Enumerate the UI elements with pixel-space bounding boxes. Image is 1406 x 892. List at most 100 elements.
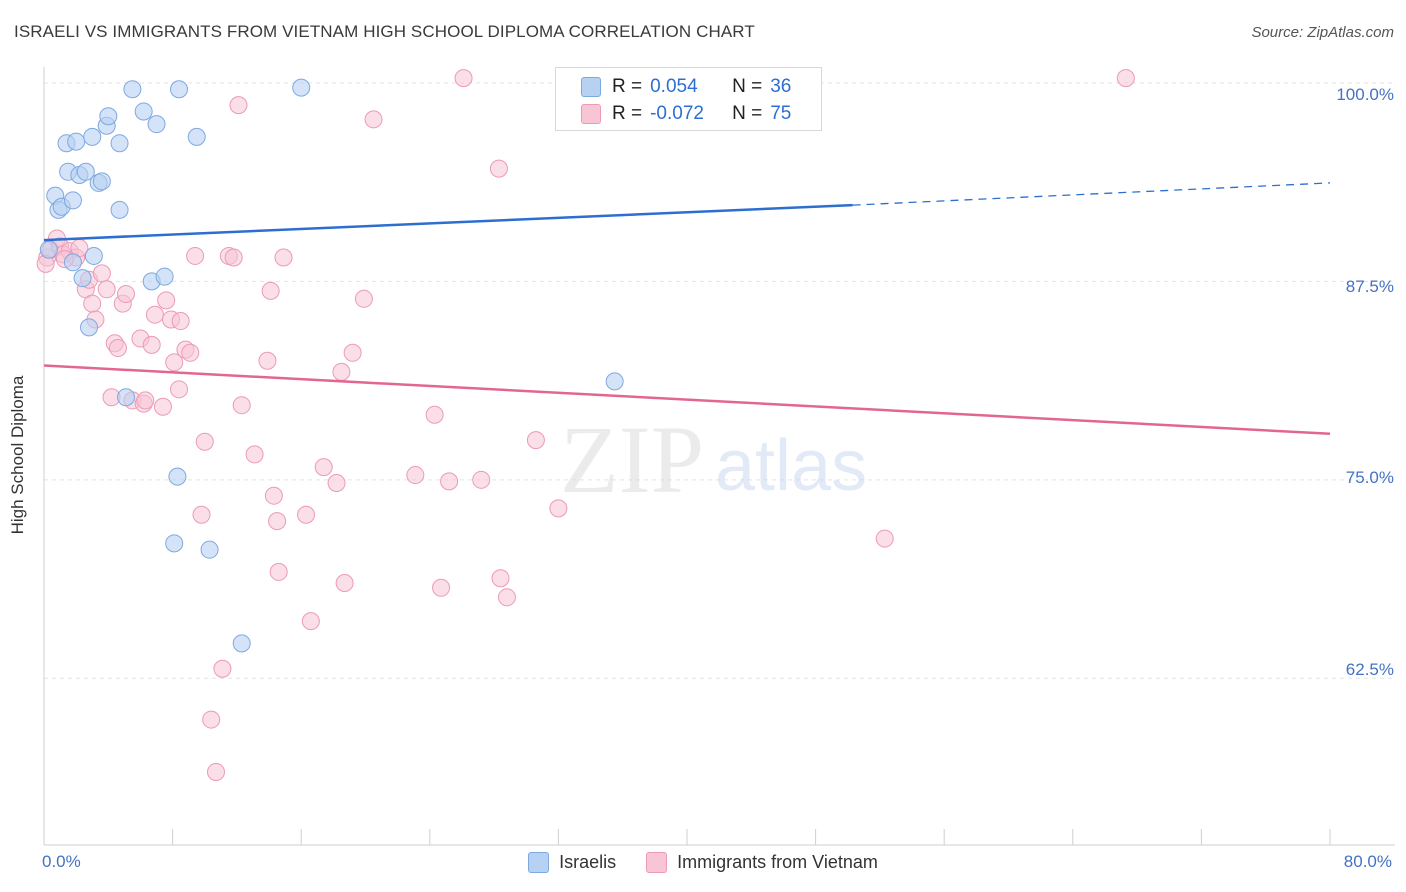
vietnam-point	[224, 248, 243, 267]
israeli-point	[63, 253, 82, 272]
vietnam-point	[297, 505, 316, 524]
vietnam-point	[232, 396, 251, 415]
israeli-point	[165, 534, 184, 553]
legend-swatch-israelis	[528, 852, 550, 873]
vietnam-point	[116, 285, 135, 304]
vietnam-point	[153, 397, 172, 416]
israeli-point	[200, 540, 219, 559]
watermark: ZIP atlas	[560, 406, 867, 513]
israeli-point	[99, 107, 118, 126]
vietnam-point	[261, 281, 280, 300]
y-tick-75: 75.0%	[1345, 468, 1394, 487]
israeli-point	[116, 388, 135, 407]
vietnam-point	[526, 431, 545, 450]
israeli-point	[134, 102, 153, 121]
chart-title: ISRAELI VS IMMIGRANTS FROM VIETNAM HIGH …	[14, 22, 755, 41]
vietnam-point	[332, 362, 351, 381]
vietnam-point	[274, 248, 293, 267]
israeli-points	[39, 69, 632, 653]
legend-swatch-vietnam	[646, 852, 668, 873]
vietnam-point	[440, 472, 459, 491]
israeli-point	[605, 372, 624, 391]
stats-row-israelis: R = 0.054 N = 36	[581, 74, 791, 100]
vietnam-point	[268, 512, 287, 531]
vietnam-point	[136, 391, 155, 410]
y-axis-label: High School Diploma	[8, 375, 27, 535]
vietnam-point	[497, 588, 516, 607]
vietnam-r-value: -0.072	[650, 103, 704, 124]
watermark-atlas: atlas	[715, 426, 867, 506]
y-tick-62-5: 62.5%	[1345, 660, 1394, 679]
israeli-point	[147, 115, 166, 134]
vietnam-point	[264, 486, 283, 505]
israeli-point	[155, 267, 174, 286]
israeli-point	[292, 78, 311, 97]
vietnam-point	[549, 499, 568, 518]
vietnam-point	[432, 578, 451, 597]
israeli-point	[110, 134, 129, 153]
israelis-trendline	[43, 203, 853, 242]
vietnam-point	[269, 562, 288, 581]
watermark-zip: ZIP	[560, 406, 704, 513]
vietnam-point	[171, 312, 190, 331]
vietnam-swatch	[581, 104, 601, 124]
source-label: Source: ZipAtlas.com	[1251, 24, 1394, 41]
vietnam-point	[489, 159, 508, 178]
vietnam-point	[192, 505, 211, 524]
vietnam-point	[145, 305, 164, 324]
israeli-point	[170, 80, 189, 99]
vietnam-point	[195, 432, 214, 451]
israeli-point	[84, 246, 103, 265]
legend-label-israelis: Israelis	[559, 852, 617, 872]
vietnam-point	[83, 294, 102, 313]
vietnam-point	[343, 343, 362, 362]
legend-item-israelis[interactable]: Israelis	[528, 852, 616, 873]
vietnam-r-label: R =	[612, 103, 643, 124]
vietnam-point	[170, 380, 189, 399]
axes	[43, 67, 1395, 846]
vietnam-point	[229, 96, 248, 115]
vietnam-point	[202, 710, 221, 729]
vietnam-n-label: N =	[732, 103, 763, 124]
vietnam-point	[354, 289, 373, 308]
vietnam-point	[406, 466, 425, 485]
vietnam-point	[186, 246, 205, 265]
israeli-point	[83, 127, 102, 146]
israeli-point	[67, 132, 86, 151]
vietnam-point	[181, 343, 200, 362]
israelis-r-value: 0.054	[650, 76, 698, 97]
israelis-swatch	[581, 77, 601, 97]
legend-label-vietnam: Immigrants from Vietnam	[677, 852, 878, 872]
trendlines	[43, 182, 1331, 436]
vietnam-point	[364, 110, 383, 129]
israeli-point	[187, 127, 206, 146]
vietnam-point	[1116, 69, 1135, 88]
stats-box: R = 0.054 N = 36 R = -0.072 N = 75	[555, 67, 822, 131]
vietnam-point	[875, 529, 894, 548]
vietnam-point	[301, 612, 320, 631]
legend-item-vietnam[interactable]: Immigrants from Vietnam	[646, 852, 878, 873]
israeli-point	[73, 269, 92, 288]
vietnam-point	[425, 405, 444, 424]
vietnam-point	[245, 445, 264, 464]
israelis-n-label: N =	[732, 76, 763, 97]
vietnam-point	[314, 458, 333, 477]
vietnam-point	[472, 470, 491, 489]
vietnam-point	[327, 473, 346, 492]
vietnam-trendline	[43, 364, 1331, 436]
vietnam-point	[207, 762, 226, 781]
y-tick-87-5: 87.5%	[1345, 277, 1394, 296]
gridlines	[44, 82, 1395, 679]
israeli-point	[39, 240, 58, 259]
israeli-point	[168, 467, 187, 486]
vietnam-point	[213, 659, 232, 678]
vietnam-point	[157, 291, 176, 310]
vietnam-point	[454, 69, 473, 88]
vietnam-point	[491, 569, 510, 588]
vietnam-point	[108, 339, 127, 358]
x-tick-min: 0.0%	[42, 852, 81, 871]
israeli-point	[63, 191, 82, 210]
israelis-r-label: R =	[612, 76, 643, 97]
vietnam-point	[142, 335, 161, 354]
